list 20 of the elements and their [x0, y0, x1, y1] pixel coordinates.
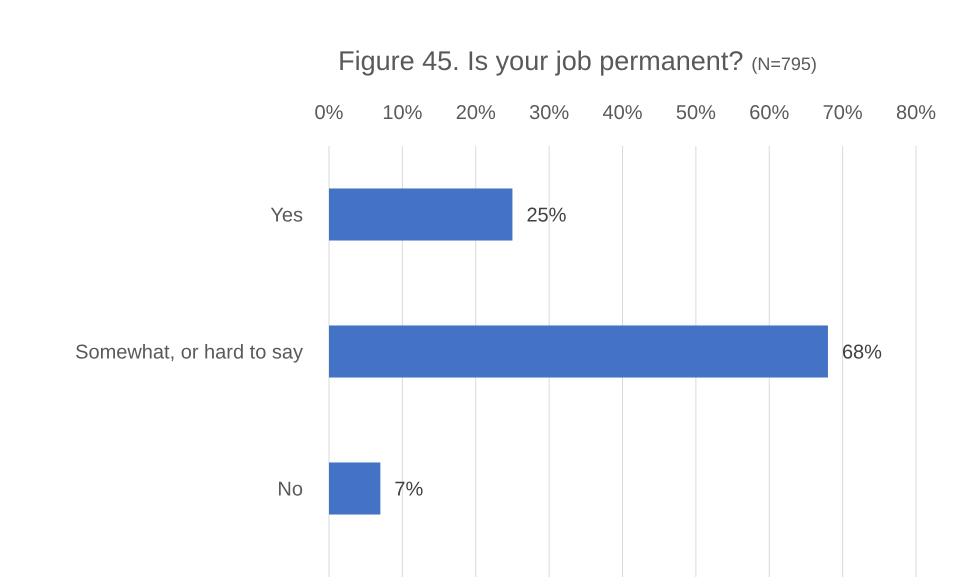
y-tick-label: Somewhat, or hard to say	[75, 342, 303, 364]
x-tick-label: 70%	[822, 102, 863, 124]
chart-subtitle: (N=795)	[751, 54, 817, 74]
bar	[329, 188, 512, 241]
x-tick-label: 40%	[602, 102, 643, 124]
data-label: 68%	[842, 342, 882, 364]
y-tick-label: No	[277, 478, 303, 500]
bar	[329, 325, 828, 378]
x-tick-label: 0%	[314, 102, 344, 124]
x-tick-label: 10%	[382, 102, 423, 124]
x-tick-label: 60%	[749, 102, 790, 124]
x-tick-label: 30%	[529, 102, 570, 124]
data-label: 25%	[526, 204, 567, 226]
x-tick-label: 50%	[676, 102, 716, 124]
bar	[329, 462, 380, 515]
data-label: 7%	[394, 478, 424, 500]
x-tick-label: 20%	[456, 102, 496, 124]
x-tick-label: 80%	[896, 102, 936, 124]
chart-title: Figure 45. Is your job permanent?	[338, 46, 744, 76]
y-tick-label: Yes	[270, 204, 303, 226]
